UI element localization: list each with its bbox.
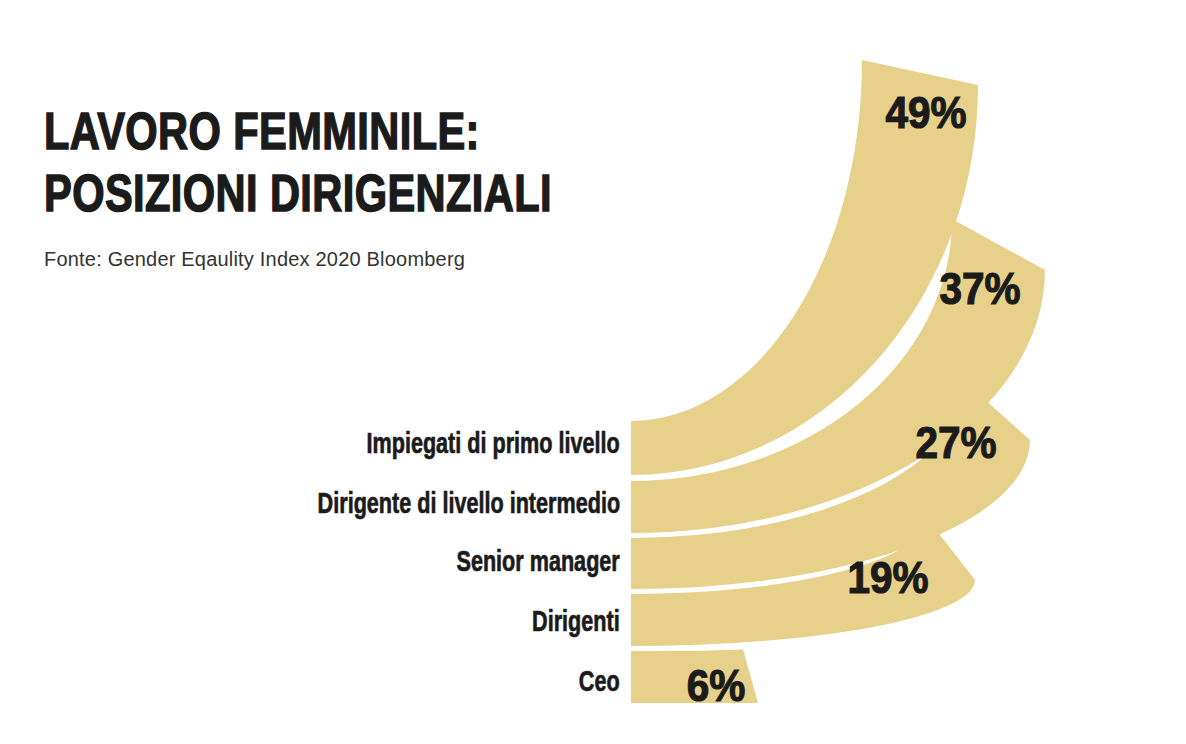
value-label: 49% [885, 90, 966, 135]
category-label: Senior manager [457, 546, 620, 576]
category-label: Dirigenti [532, 606, 620, 636]
value-label: 6% [687, 663, 746, 708]
infographic: LAVORO FEMMINILE: POSIZIONI DIRIGENZIALI… [0, 0, 1186, 744]
category-label: Impiegati di primo livello [367, 428, 620, 458]
value-label: 19% [847, 555, 928, 600]
value-label: 27% [915, 420, 996, 465]
value-label: 37% [939, 266, 1020, 311]
fan-chart: Impiegati di primo livello Dirigente di … [0, 0, 1186, 744]
category-label: Ceo [579, 666, 620, 696]
category-label: Dirigente di livello intermedio [318, 488, 620, 518]
